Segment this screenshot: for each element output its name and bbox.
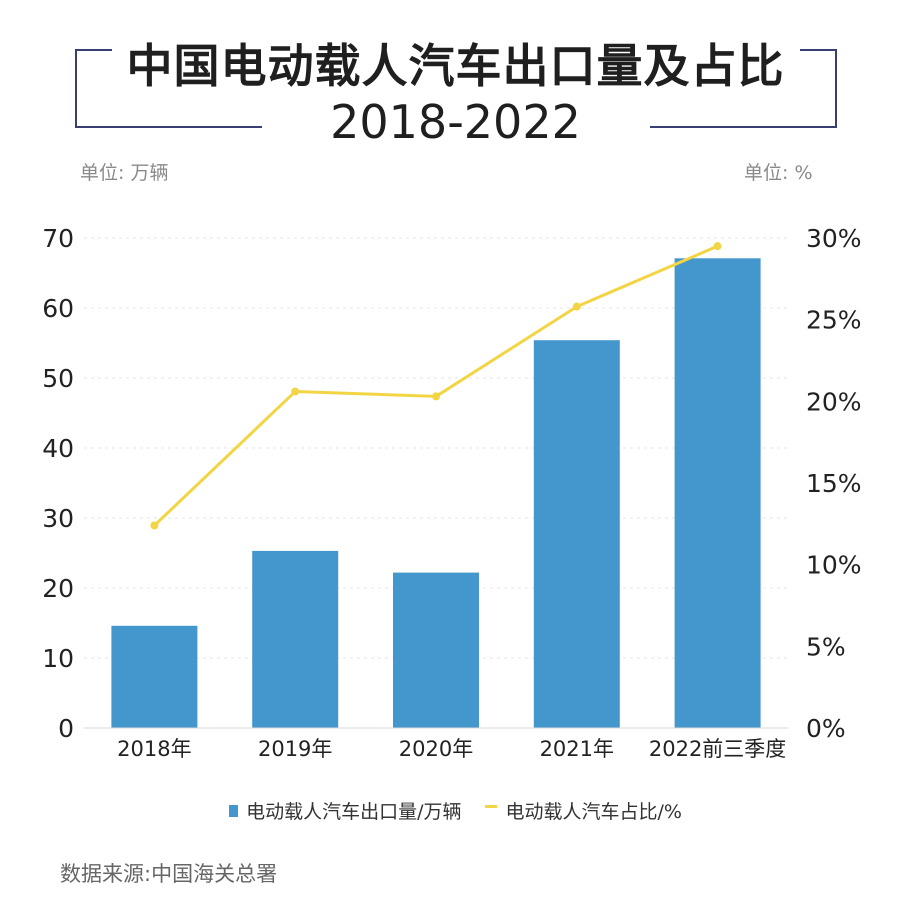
bar-series <box>111 258 761 728</box>
share-point <box>432 392 440 401</box>
legend-label-bars: 电动载人汽车出口量/万辆 <box>246 801 462 823</box>
x-tick-label: 2019年 <box>258 737 332 761</box>
y-left-tick-label: 10 <box>42 644 74 673</box>
y-right-tick-label: 10% <box>806 551 862 580</box>
share-point <box>572 302 581 311</box>
bar <box>533 340 620 728</box>
right-axis-unit: 单位: % <box>744 162 813 184</box>
title-frame <box>75 49 837 128</box>
bar <box>393 572 479 728</box>
y-left-tick-label: 50 <box>42 364 74 393</box>
line-series <box>150 242 722 530</box>
y-right-tick-label: 5% <box>806 632 846 661</box>
share-line <box>153 244 719 527</box>
title-frame-right <box>650 49 837 128</box>
y-right-tick-label: 0% <box>806 714 846 743</box>
bar <box>674 258 761 728</box>
y-right-tick-label: 25% <box>806 306 862 335</box>
y-left-tick-label: 30 <box>42 504 74 533</box>
title-frame-left <box>75 49 262 128</box>
legend-item-bars: 电动载人汽车出口量/万辆 <box>229 797 461 824</box>
y-left-tick-label: 20 <box>42 574 74 603</box>
y-left-tick-label: 40 <box>42 434 74 463</box>
y-right-tick-label: 15% <box>806 469 862 498</box>
y-left-tick-label: 70 <box>42 224 74 253</box>
share-point <box>291 387 300 396</box>
y-left-tick-label: 0 <box>58 714 74 743</box>
axes: 0 10 20 30 40 50 60 70 0% 5% 10% 15% 20% 25% 30% 2018年 2… <box>42 224 861 761</box>
y-left-tick-label: 60 <box>42 294 74 323</box>
x-tick-label: 2020年 <box>399 737 473 761</box>
share-point <box>713 242 722 251</box>
y-right-tick-label: 20% <box>806 387 862 416</box>
legend: 电动载人汽车出口量/万辆 电动载人汽车占比/% <box>0 797 911 824</box>
x-tick-label: 2021年 <box>540 737 614 761</box>
data-source: 数据来源:中国海关总署 <box>60 862 278 886</box>
x-tick-label: 2022前三季度 <box>649 737 786 761</box>
left-axis-unit: 单位: 万辆 <box>80 162 169 184</box>
legend-label-line: 电动载人汽车占比/% <box>505 801 682 823</box>
chart-title: 中国电动载人汽车出口量及占比 <box>126 39 785 93</box>
legend-item-line: 电动载人汽车占比/% <box>485 797 682 824</box>
bar <box>111 625 198 728</box>
legend-swatch-bar <box>229 804 239 817</box>
x-tick-label: 2018年 <box>117 737 191 761</box>
y-right-tick-label: 30% <box>806 224 862 253</box>
bar <box>252 550 339 728</box>
chart-subtitle: 2018-2022 <box>330 95 581 149</box>
share-point <box>150 521 159 530</box>
legend-swatch-line <box>485 805 498 808</box>
